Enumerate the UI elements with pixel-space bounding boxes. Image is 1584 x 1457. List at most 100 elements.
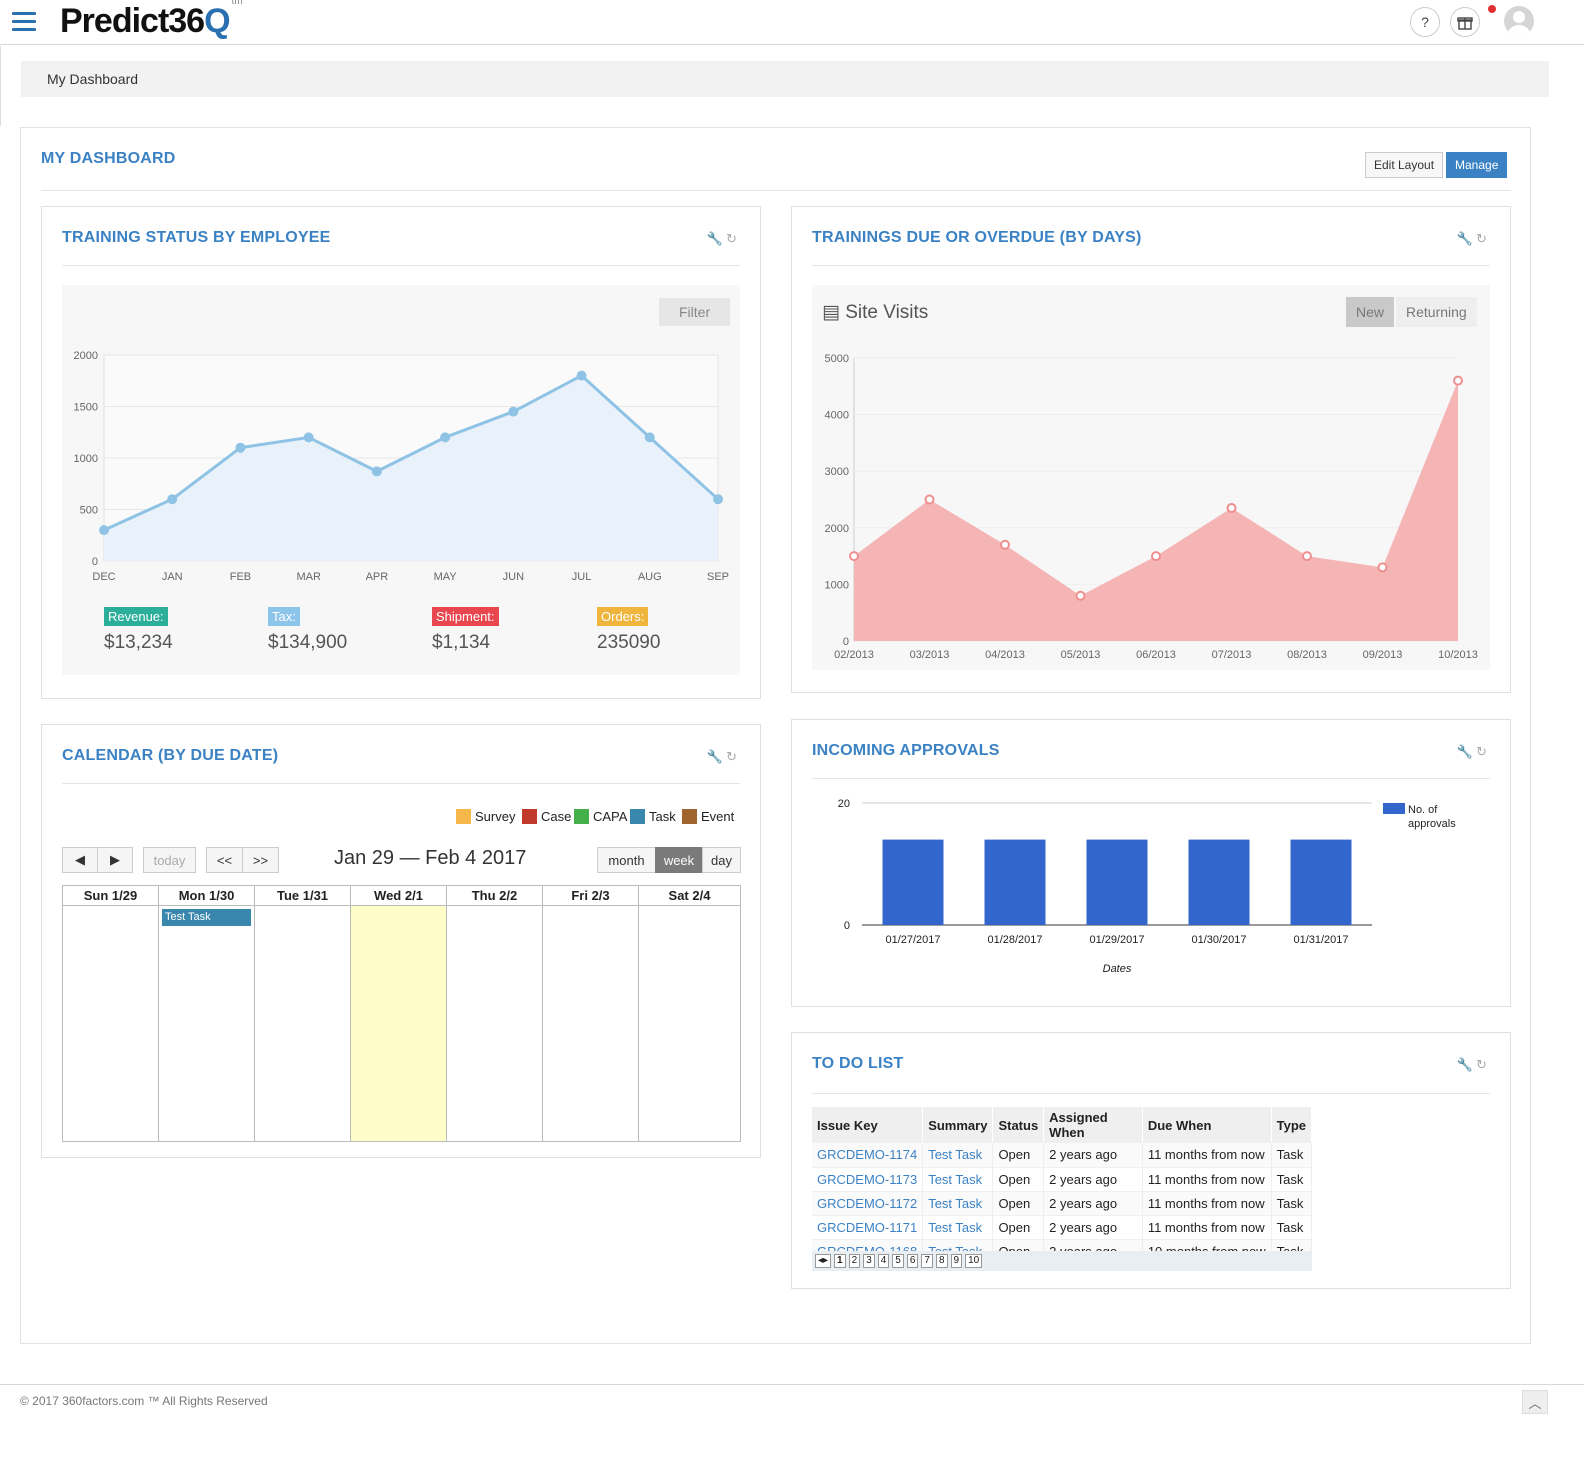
table-row[interactable]: GRCDEMO-1172 Test Task Open 2 years ago 11 m…	[812, 1191, 1313, 1216]
data-point	[1075, 590, 1086, 601]
issue-key-link[interactable]: GRCDEMO-1171	[812, 1215, 924, 1240]
x-tick-label: 08/2013	[1287, 649, 1327, 661]
refresh-icon[interactable]: ↻	[1476, 231, 1490, 246]
question-circle-icon[interactable]: ?	[1410, 7, 1440, 37]
data-point	[1377, 562, 1388, 573]
refresh-icon[interactable]: ↻	[726, 749, 740, 764]
edit-layout-button[interactable]: Edit Layout	[1365, 152, 1444, 178]
column-header[interactable]: Assigned When	[1043, 1107, 1143, 1143]
pager-nav-icon[interactable]: ◂▸	[815, 1254, 832, 1268]
column-header[interactable]: Issue Key	[812, 1107, 924, 1143]
today-button[interactable]: today	[143, 847, 196, 873]
bar	[1290, 839, 1352, 925]
calendar-day-cell[interactable]: Test Task	[159, 906, 254, 1141]
bar	[882, 839, 944, 925]
logo[interactable]: Predict36Qtm	[60, 0, 243, 40]
page-link[interactable]: 9	[950, 1254, 963, 1268]
issue-key-link[interactable]: GRCDEMO-1172	[812, 1191, 924, 1216]
todo-list-panel: TO DO LIST 🔧↻ Issue Key Summary Status Assi…	[791, 1032, 1511, 1289]
data-point	[167, 494, 178, 505]
page-link[interactable]: 10	[965, 1254, 983, 1268]
calendar-event[interactable]: Test Task	[162, 909, 251, 926]
refresh-icon[interactable]: ↻	[726, 231, 740, 246]
data-point	[99, 525, 109, 536]
page-link[interactable]: 3	[863, 1254, 875, 1268]
week-view-button[interactable]: week	[655, 847, 703, 873]
calendar-day-column[interactable]: Wed 2/1	[351, 886, 447, 1141]
legend-swatch	[522, 809, 537, 824]
calendar-day-column[interactable]: Sat 2/4	[639, 886, 740, 1141]
column-header[interactable]: Status	[992, 1107, 1045, 1143]
toggle-new[interactable]: New	[1346, 297, 1395, 327]
data-point	[644, 432, 655, 443]
gift-icon[interactable]	[1450, 7, 1480, 37]
y-tick-label: 5000	[825, 353, 849, 365]
prev-year-button[interactable]: <<	[206, 847, 243, 873]
panel-tools[interactable]: 🔧↻	[707, 231, 740, 247]
panel-tools[interactable]: 🔧↻	[707, 749, 740, 765]
page-link[interactable]: 4	[877, 1254, 890, 1268]
summary-link[interactable]: Test Task	[922, 1143, 994, 1168]
wrench-icon[interactable]: 🔧	[706, 749, 727, 764]
summary-link[interactable]: Test Task	[922, 1215, 994, 1240]
manage-button[interactable]: Manage	[1446, 152, 1508, 178]
issue-key-link[interactable]: GRCDEMO-1174	[812, 1143, 924, 1168]
calendar-day-cell[interactable]	[447, 906, 542, 1141]
page-link[interactable]: 7	[921, 1254, 933, 1268]
user-avatar-icon[interactable]	[1504, 6, 1534, 36]
calendar-day-column[interactable]: Fri 2/3	[543, 886, 639, 1141]
page-link[interactable]: 2	[848, 1254, 861, 1268]
calendar-day-column[interactable]: Tue 1/31	[255, 886, 351, 1141]
table-cell: Open	[992, 1167, 1045, 1192]
calendar-day-column[interactable]: Mon 1/30 Test Task	[159, 886, 255, 1141]
panel-tools[interactable]: 🔧↻	[1457, 744, 1490, 760]
calendar-day-column[interactable]: Sun 1/29	[63, 886, 159, 1141]
summary-link[interactable]: Test Task	[922, 1167, 994, 1192]
page-link[interactable]: 8	[935, 1254, 948, 1268]
calendar-day-cell[interactable]	[63, 906, 158, 1141]
toggle-returning[interactable]: Returning	[1396, 297, 1477, 327]
page-link[interactable]: 1	[834, 1254, 846, 1268]
scroll-to-top-button[interactable]: ︿	[1522, 1390, 1548, 1414]
next-year-button[interactable]: >>	[242, 847, 279, 873]
refresh-icon[interactable]: ↻	[1476, 1057, 1490, 1072]
column-header[interactable]: Summary	[922, 1107, 994, 1143]
calendar-day-cell[interactable]	[543, 906, 638, 1141]
calendar-day-cell[interactable]	[351, 906, 446, 1141]
month-view-button[interactable]: month	[597, 847, 656, 873]
table-row[interactable]: GRCDEMO-1174 Test Task Open 2 years ago 11 m…	[812, 1143, 1313, 1168]
x-tick-label: MAY	[434, 571, 458, 583]
panel-title: TRAININGS DUE OR OVERDUE (BY DAYS)	[812, 229, 1142, 246]
summary-link[interactable]: Test Task	[922, 1191, 994, 1216]
data-point	[1000, 539, 1010, 550]
prev-week-button[interactable]: ◀	[62, 847, 98, 873]
panel-tools[interactable]: 🔧↻	[1457, 231, 1490, 247]
page-link[interactable]: 6	[906, 1254, 919, 1268]
table-cell: Open	[992, 1191, 1045, 1216]
menu-icon[interactable]	[12, 12, 36, 32]
calendar-day-column[interactable]: Thu 2/2	[447, 886, 543, 1141]
calendar-day-cell[interactable]	[639, 906, 740, 1141]
wrench-icon[interactable]: 🔧	[706, 231, 727, 246]
filter-button[interactable]: Filter	[659, 298, 731, 326]
calendar-day-cell[interactable]	[255, 906, 350, 1141]
series-area	[104, 375, 718, 561]
page-link[interactable]: 5	[892, 1254, 904, 1268]
refresh-icon[interactable]: ↻	[1476, 744, 1490, 759]
wrench-icon[interactable]: 🔧	[1456, 744, 1477, 759]
dashboard-container: MY DASHBOARD Edit Layout Manage TRAINING…	[20, 127, 1531, 1344]
column-header[interactable]: Due When	[1142, 1107, 1272, 1143]
panel-tools[interactable]: 🔧↻	[1457, 1057, 1490, 1073]
x-tick-label: APR	[366, 571, 389, 583]
table-row[interactable]: GRCDEMO-1173 Test Task Open 2 years ago 11 m…	[812, 1167, 1313, 1192]
column-header[interactable]: Type	[1271, 1107, 1313, 1143]
wrench-icon[interactable]: 🔧	[1456, 1057, 1477, 1072]
panel-title: CALENDAR (BY DUE DATE)	[62, 747, 279, 764]
next-week-button[interactable]: ▶	[97, 847, 133, 873]
day-view-button[interactable]: day	[702, 847, 741, 873]
wrench-icon[interactable]: 🔧	[1456, 231, 1477, 246]
calendar-day-header: Tue 1/31	[255, 886, 350, 906]
issue-key-link[interactable]: GRCDEMO-1173	[812, 1167, 924, 1192]
data-point	[713, 494, 723, 505]
table-row[interactable]: GRCDEMO-1171 Test Task Open 2 years ago 11 m…	[812, 1215, 1313, 1240]
